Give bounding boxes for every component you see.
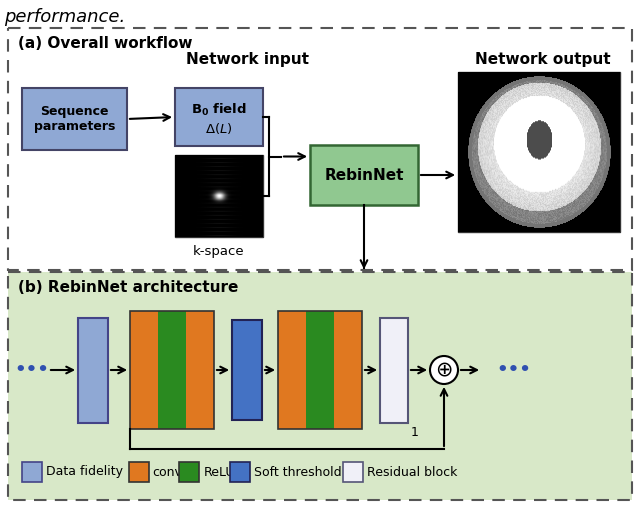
Bar [8, 272, 632, 500]
Bar [458, 72, 620, 232]
Bar [278, 311, 306, 429]
Bar [8, 28, 632, 270]
Bar [232, 320, 262, 420]
Text: (b) RebinNet architecture: (b) RebinNet architecture [18, 280, 238, 295]
Text: k-space: k-space [193, 245, 245, 258]
Bar [310, 145, 418, 205]
Text: $\Delta(L)$: $\Delta(L)$ [205, 121, 233, 135]
Bar [22, 88, 127, 150]
Text: Network input: Network input [186, 52, 310, 67]
Bar [175, 88, 263, 146]
Text: •••: ••• [15, 361, 49, 379]
Bar [129, 462, 148, 482]
Text: $\mathbf{B_0}$ field: $\mathbf{B_0}$ field [191, 102, 247, 118]
Text: Soft threshold: Soft threshold [254, 466, 342, 479]
Bar [380, 318, 408, 423]
Text: Sequence
parameters: Sequence parameters [34, 105, 115, 133]
Text: RebinNet: RebinNet [324, 168, 404, 182]
Bar [278, 311, 362, 429]
Bar [158, 311, 186, 429]
Bar [343, 462, 363, 482]
Bar [130, 311, 214, 429]
Text: (a) Overall workflow: (a) Overall workflow [18, 36, 193, 51]
Text: Residual block: Residual block [367, 466, 458, 479]
Bar [22, 462, 42, 482]
Bar [306, 311, 334, 429]
Bar [186, 311, 214, 429]
Bar [78, 318, 108, 423]
Bar [175, 155, 263, 237]
Bar [230, 462, 250, 482]
Text: Network output: Network output [475, 52, 611, 67]
Text: •••: ••• [496, 361, 531, 379]
Text: performance.: performance. [4, 8, 125, 26]
Bar [179, 462, 200, 482]
Text: $\oplus$: $\oplus$ [435, 360, 452, 380]
Text: conv: conv [152, 466, 182, 479]
Bar [130, 311, 158, 429]
Circle shape [430, 356, 458, 384]
Bar [334, 311, 362, 429]
Text: Data fidelity: Data fidelity [46, 466, 123, 479]
Text: 1: 1 [411, 427, 419, 439]
Text: ReLU: ReLU [204, 466, 235, 479]
